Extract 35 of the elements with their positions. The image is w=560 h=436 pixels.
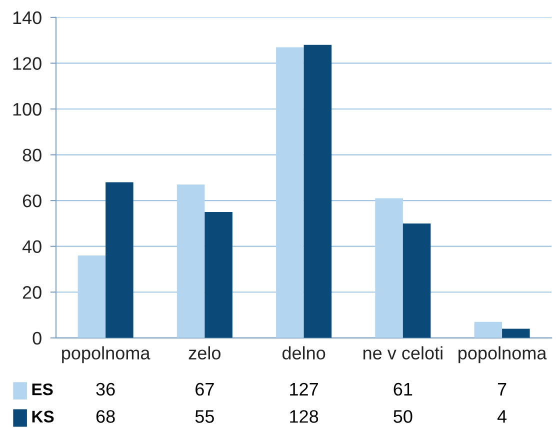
x-tick-label: popolnoma — [458, 346, 547, 364]
data-label: 61 — [394, 382, 412, 396]
legend-label: KS — [32, 410, 54, 422]
y-tick-label: 0 — [32, 332, 42, 345]
bar — [402, 223, 431, 338]
bar — [106, 182, 134, 338]
data-label: 55 — [195, 410, 214, 423]
y-tick-label: 140 — [13, 11, 42, 24]
y-tick-label: 120 — [13, 57, 42, 70]
y-tick-label: 80 — [22, 148, 42, 162]
y-tick-label: 20 — [22, 286, 42, 299]
data-label: 36 — [96, 382, 115, 396]
x-tick-label: popolnoma — [62, 346, 150, 364]
bar — [502, 328, 530, 338]
y-tick-label: 40 — [22, 240, 42, 254]
data-label: 68 — [96, 410, 115, 423]
data-label: 128 — [290, 410, 318, 423]
y-tick-label: 60 — [22, 194, 42, 208]
bar — [276, 47, 304, 338]
legend-label: ES — [32, 383, 53, 396]
bar — [176, 184, 205, 338]
bar — [375, 198, 403, 338]
data-label: 50 — [394, 410, 412, 423]
y-tick-label: 100 — [13, 102, 42, 116]
x-tick-label: zelo — [188, 346, 220, 360]
bar — [304, 44, 332, 338]
x-tick-label: ne v celoti — [363, 346, 442, 360]
data-label: 67 — [196, 382, 214, 396]
x-tick-label: delno — [282, 346, 326, 360]
bar — [78, 255, 106, 338]
data-label: 4 — [497, 410, 507, 423]
data-label: 7 — [498, 383, 506, 396]
bar — [474, 322, 502, 338]
bar — [204, 212, 232, 338]
data-label: 127 — [290, 382, 318, 396]
